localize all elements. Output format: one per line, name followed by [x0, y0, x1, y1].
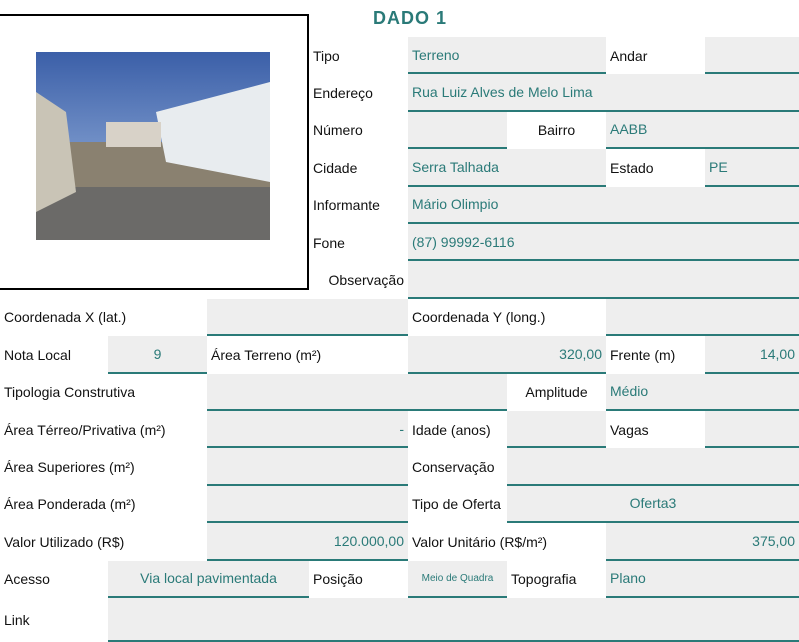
field-empty[interactable] — [207, 373, 507, 411]
label-topografia: Topografia — [511, 571, 577, 588]
label-coord-y: Coordenada Y (long.) — [412, 309, 546, 326]
label-cidade: Cidade — [313, 159, 358, 176]
label-vagas: Vagas — [610, 421, 649, 438]
photo — [36, 52, 270, 240]
label-amplitude: Amplitude — [525, 384, 588, 401]
field-bairro[interactable]: AABB — [606, 111, 799, 150]
field-informante[interactable]: Mário Olimpio — [408, 186, 799, 224]
field-tipo-oferta[interactable]: Oferta3 — [507, 485, 799, 524]
label-area-superiores: Área Superiores (m²) — [4, 459, 135, 476]
field-valor-unitario[interactable]: 375,00 — [606, 523, 799, 561]
field-empty[interactable] — [705, 411, 799, 449]
field-empty[interactable] — [705, 37, 799, 75]
field-area-terreo[interactable]: - — [207, 411, 408, 449]
label-endereco: Endereço — [313, 85, 373, 102]
title: DADO 1 — [372, 8, 447, 28]
field-empty[interactable] — [207, 485, 408, 524]
label-andar: Andar — [610, 47, 648, 64]
label-area-terreno: Área Terreno (m²) — [211, 346, 322, 363]
label-tipologia: Tipologia Construtiva — [4, 384, 135, 401]
field-empty[interactable] — [408, 111, 507, 150]
label-posicao: Posição — [313, 571, 363, 588]
field-frente[interactable]: 14,00 — [705, 336, 799, 374]
label-bairro: Bairro — [537, 122, 576, 139]
label-coord-x: Coordenada X (lat.) — [4, 309, 127, 326]
field-valor-utilizado[interactable]: 120.000,00 — [207, 523, 408, 561]
label-numero: Número — [313, 122, 363, 139]
label-tipo-oferta: Tipo de Oferta — [412, 496, 501, 513]
label-link: Link — [4, 612, 30, 628]
field-topografia[interactable]: Plano — [606, 560, 799, 598]
field-fone[interactable]: (87) 99992-6116 — [408, 224, 799, 262]
label-area-ponderada: Área Ponderada (m²) — [4, 496, 136, 513]
field-empty[interactable] — [408, 261, 799, 299]
field-estado[interactable]: PE — [705, 149, 799, 187]
label-tipo: Tipo — [313, 47, 340, 64]
field-acesso[interactable]: Via local pavimentada — [108, 560, 309, 598]
field-empty[interactable] — [207, 448, 408, 486]
field-tipo[interactable]: Terreno — [408, 37, 606, 75]
field-cidade[interactable]: Serra Talhada — [408, 149, 606, 187]
label-idade: Idade (anos) — [412, 421, 491, 438]
label-conservacao: Conservação — [412, 459, 495, 476]
label-frente: Frente (m) — [610, 346, 676, 363]
label-informante: Informante — [313, 197, 380, 214]
field-empty[interactable] — [207, 298, 408, 337]
label-observacao: Observação — [328, 272, 404, 289]
field-empty[interactable] — [507, 448, 799, 486]
field-empty[interactable] — [606, 298, 799, 337]
field-amplitude[interactable]: Médio — [606, 373, 799, 411]
label-fone: Fone — [313, 234, 345, 251]
label-valor-utilizado: Valor Utilizado (R$) — [4, 533, 125, 550]
label-estado: Estado — [610, 159, 654, 176]
field-empty[interactable] — [507, 411, 606, 449]
field-empty[interactable] — [108, 598, 799, 642]
label-nota-local: Nota Local — [4, 346, 71, 363]
field-posicao[interactable]: Meio de Quadra — [408, 560, 507, 598]
photo-frame — [0, 14, 309, 290]
field-nota-local[interactable]: 9 — [108, 336, 207, 374]
label-valor-unitario: Valor Unitário (R$/m²) — [412, 533, 548, 550]
field-endereco[interactable]: Rua Luiz Alves de Melo Lima — [408, 74, 799, 112]
field-area-terreno[interactable]: 320,00 — [408, 336, 606, 374]
label-acesso: Acesso — [4, 571, 50, 588]
label-area-terreo: Área Térreo/Privativa (m²) — [4, 421, 166, 438]
